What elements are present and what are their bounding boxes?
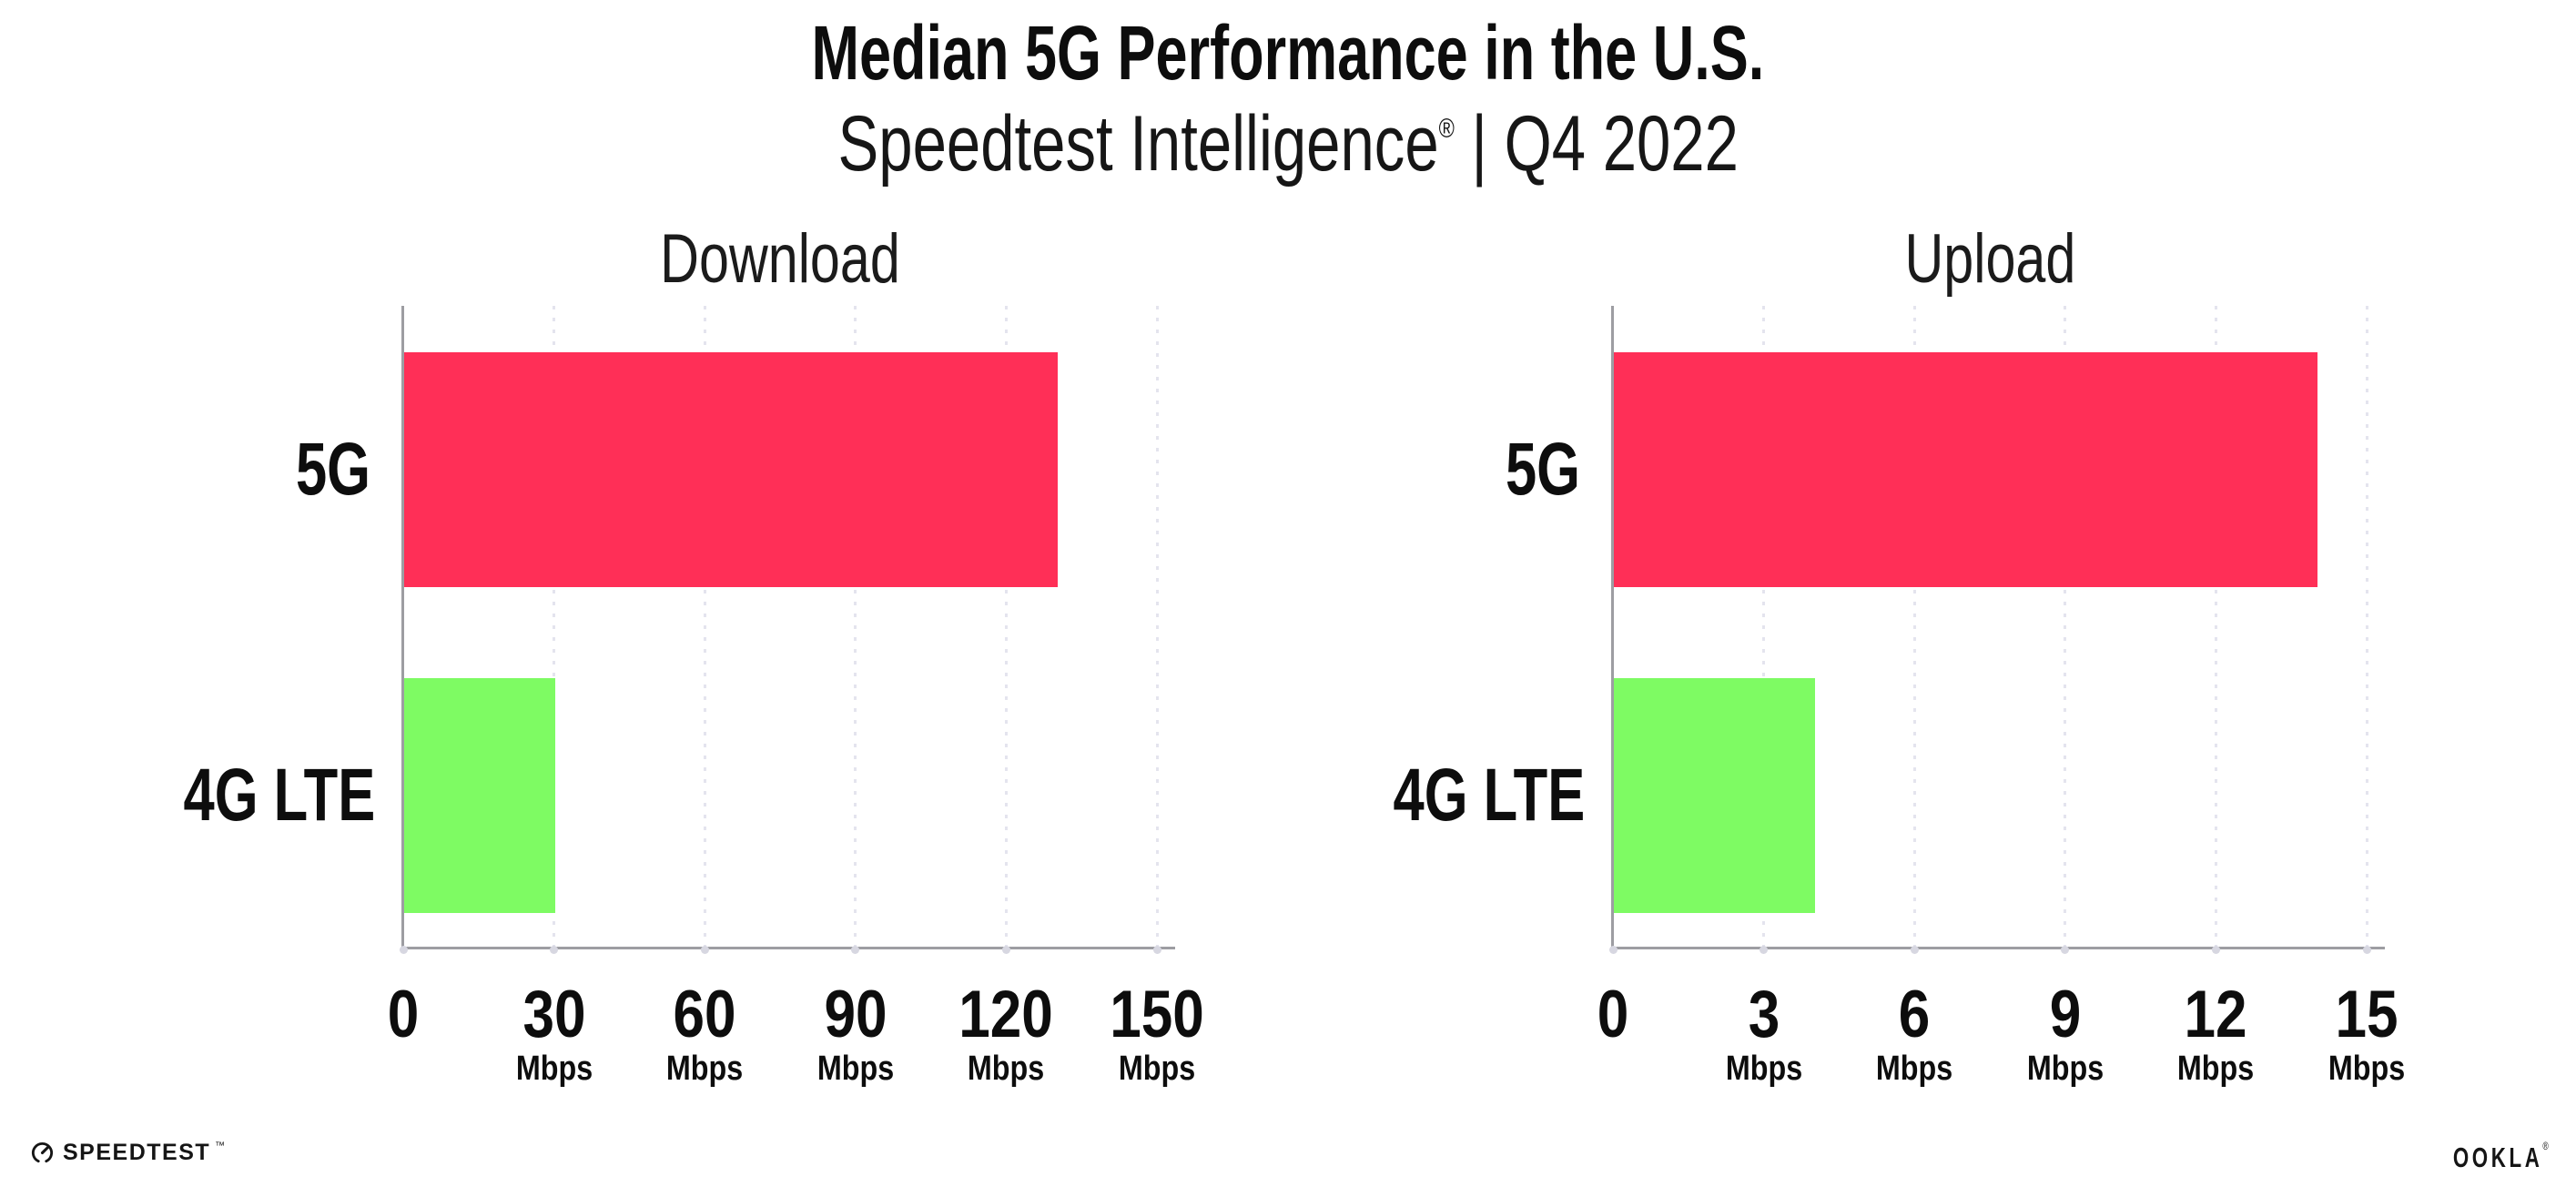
axis-tick-dot [700,946,709,954]
x-tick-unit-label: Mbps [515,1050,593,1088]
x-tick-label: 90 [824,978,887,1051]
x-tick-unit-label: Mbps [2328,1050,2406,1088]
x-tick-label: 6 [1898,978,1931,1051]
category-label-4g-lte: 4G LTE [183,754,376,837]
header: Median 5G Performance in the U.S. [0,13,2576,93]
page-subtitle: Speedtest Intelligence® | Q4 2022 [837,102,1738,204]
x-tick-unit-label: Mbps [968,1050,1045,1088]
x-tick-label: 0 [1597,978,1629,1051]
grid-line [703,306,706,948]
registered-mark-icon: ® [1438,114,1455,144]
axis-tick-dot [1760,946,1769,954]
x-tick-label: 3 [1748,978,1780,1051]
axis-tick-dot [2211,946,2220,954]
grid-line [2214,306,2217,948]
download-chart-panel: Download 0 30 Mbps 60 Mbps 90 Mbps 120 Mbps 150 Mb… [121,209,1204,1131]
ookla-logo: OOKLA ® [2453,1140,2549,1174]
x-tick-unit-label: Mbps [2177,1050,2255,1088]
grid-line [1155,306,1159,948]
x-tick-label: 30 [522,978,586,1051]
axis-tick-dot [2362,946,2371,954]
upload-plot-area [1608,306,2371,954]
subtitle-row: Speedtest Intelligence® | Q4 2022 [0,102,2576,204]
category-label-5g: 5G [1505,428,1580,511]
download-chart-title: Download [660,220,900,298]
x-tick-label: 60 [673,978,736,1051]
subtitle-period: | Q4 2022 [1454,100,1739,188]
grid-line [1762,306,1766,948]
y-axis-line [1611,306,1614,948]
speedtest-wordmark: SPEEDTEST [63,1140,211,1165]
download-chart-title-wrap: Download [403,222,1157,297]
axis-tick-dot [550,946,559,954]
upload-chart-title: Upload [1904,220,2075,298]
x-tick-label: 120 [958,978,1054,1051]
upload-chart-title-wrap: Upload [1613,222,2367,297]
axis-tick-dot [2061,946,2070,954]
page-title: Median 5G Performance in the U.S. [811,10,1765,96]
axis-tick-dot [1001,946,1010,954]
upload-chart-panel: Upload 0 3 Mbps 6 Mbps 9 Mbps 12 Mbps 15 Mbps 5G 4G … [1331,209,2406,1131]
x-tick-unit-label: Mbps [1725,1050,1802,1088]
axis-tick-dot [1608,946,1618,954]
x-tick-label: 150 [1110,978,1204,1051]
axis-tick-dot [1910,946,1919,954]
ookla-wordmark: OOKLA [2453,1141,2543,1173]
download-plot-area [399,306,1161,954]
bar-5g [404,352,1058,587]
grid-line [2064,306,2067,948]
axis-tick-dot [1152,946,1161,954]
x-tick-unit-label: Mbps [2026,1050,2104,1088]
x-tick-label: 0 [387,978,420,1051]
grid-line [854,306,857,948]
grid-line [2365,306,2368,948]
bar-4g-lte [404,678,555,913]
registered-mark-icon: ® [2542,1140,2549,1152]
axis-tick-dot [399,946,408,954]
x-tick-unit-label: Mbps [816,1050,894,1088]
category-label-4g-lte: 4G LTE [1393,754,1586,837]
grid-line [1004,306,1008,948]
category-label-5g: 5G [295,428,370,511]
grid-line [553,306,556,948]
x-tick-unit-label: Mbps [1876,1050,1953,1088]
subtitle-brand: Speedtest Intelligence [837,100,1439,188]
bar-5g [1614,352,2317,587]
speedtest-gauge-icon [31,1142,54,1163]
x-tick-label: 15 [2335,978,2399,1051]
axis-tick-dot [851,946,860,954]
x-tick-unit-label: Mbps [1118,1050,1196,1088]
x-axis-line [1611,947,2385,949]
bar-4g-lte [1614,678,1815,913]
x-axis-line [401,947,1175,949]
speedtest-logo: SPEEDTEST ™ [30,1140,228,1166]
grid-line [1912,306,1916,948]
x-tick-label: 12 [2184,978,2247,1051]
y-axis-line [401,306,404,948]
x-tick-unit-label: Mbps [666,1050,744,1088]
x-tick-label: 9 [2049,978,2082,1051]
trademark-icon: ™ [215,1140,226,1151]
